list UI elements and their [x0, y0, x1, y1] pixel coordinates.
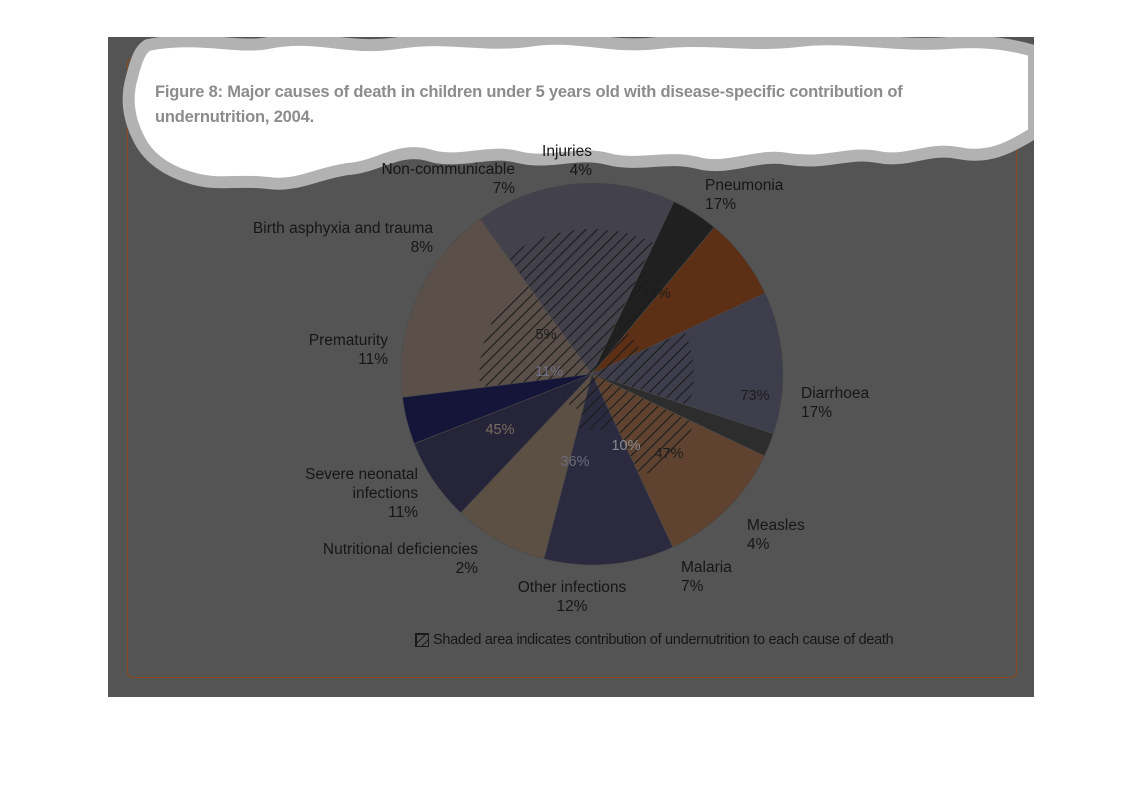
slice-label-injuries: Injuries 4%	[542, 143, 592, 179]
undernutrition-label-severe-neonatal-infections: 45%	[485, 422, 514, 438]
figure-title: Figure 8: Major causes of death in child…	[155, 83, 903, 126]
slice-label-measles: Measles 4%	[747, 517, 805, 553]
hatch-swatch-icon	[415, 633, 429, 647]
pie-slice-prematurity	[543, 373, 674, 566]
undernutrition-shade-measles	[592, 269, 667, 374]
slice-label-nutritional-deficiencies: Nutritional deficiencies 2%	[323, 541, 478, 577]
pie-slice-birth-asphyxia-and-trauma	[460, 373, 593, 560]
slice-label-malaria: Malaria 7%	[681, 559, 732, 595]
undernutrition-shade-prematurity	[578, 374, 616, 431]
title-highlight-cloud	[122, 37, 1034, 190]
undernutrition-shade-severe-neonatal-infections	[592, 374, 695, 477]
slice-label-diarrhoea: Diarrhoea 17%	[801, 385, 869, 421]
slice-label-birth-asphyxia-and-trauma: Birth asphyxia and trauma 8%	[253, 220, 433, 256]
undernutrition-shade-malaria	[592, 332, 641, 374]
slice-label-other-infections: Other infections 12%	[518, 579, 627, 615]
pie-slice-injuries	[402, 373, 593, 445]
slice-label-pneumonia: Pneumonia 17%	[705, 177, 784, 213]
undernutrition-label-birth-asphyxia-and-trauma: 5%	[536, 327, 557, 343]
undernutrition-shade-diarrhoea	[507, 229, 654, 374]
undernutrition-label-prematurity: 11%	[535, 364, 563, 380]
slice-label-non-communicable: Non-communicable 7%	[381, 161, 515, 197]
legend: Shaded area indicates contribution of un…	[415, 632, 894, 648]
undernutrition-shade-birth-asphyxia-and-trauma	[566, 374, 592, 411]
undernutrition-label-malaria: 10%	[611, 438, 640, 454]
legend-text: Shaded area indicates contribution of un…	[433, 632, 894, 648]
undernutrition-label-other-infections: 36%	[560, 454, 589, 470]
undernutrition-label-diarrhoea: 73%	[740, 388, 769, 404]
undernutrition-label-measles: 47%	[654, 446, 683, 462]
slice-label-prematurity: Prematurity 11%	[309, 332, 388, 368]
undernutrition-shade-pneumonia	[479, 283, 592, 388]
undernutrition-shade-other-infections	[592, 331, 694, 406]
undernutrition-label-pneumonia: 44%	[641, 286, 670, 302]
slice-label-severe-neonatal-infections: Severe neonatal infections 11%	[305, 466, 418, 521]
